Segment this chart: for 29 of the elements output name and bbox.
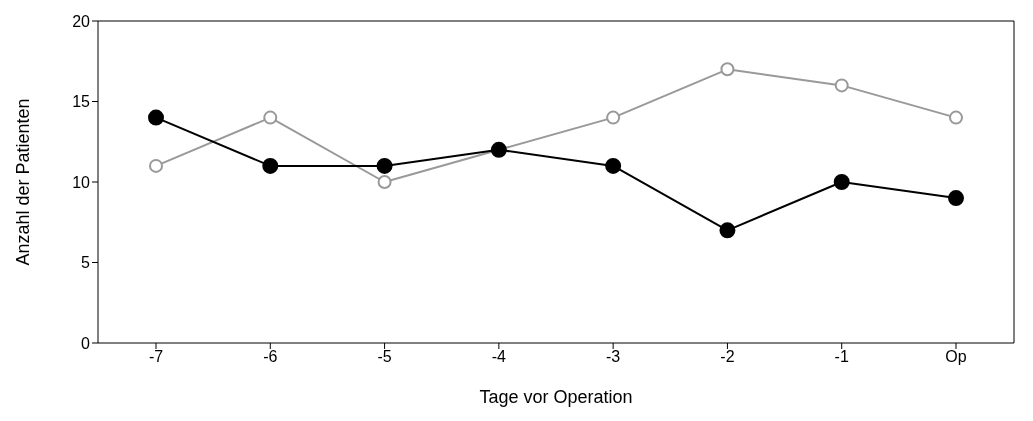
point xyxy=(833,174,850,190)
x-tick-label: -2 xyxy=(720,348,735,366)
point xyxy=(606,110,621,125)
x-tick-label: -7 xyxy=(148,348,164,366)
y-tick-label: 20 xyxy=(72,12,91,30)
x-axis-title: Tage vor Operation xyxy=(479,387,633,407)
point xyxy=(719,222,736,239)
point xyxy=(720,62,735,77)
x-tick-label: -5 xyxy=(377,348,392,366)
point xyxy=(377,175,392,189)
point xyxy=(949,110,963,125)
x-tick-label: -3 xyxy=(606,348,621,366)
point xyxy=(376,157,393,174)
x-tick-label: Op xyxy=(945,348,967,366)
point xyxy=(834,78,849,93)
point xyxy=(262,157,279,174)
x-tick-label: -6 xyxy=(263,348,278,366)
y-axis-title: Anzahl der Patienten xyxy=(13,98,34,266)
y-tick-label: 5 xyxy=(81,254,91,272)
y-tick-label: 0 xyxy=(81,334,91,352)
point xyxy=(149,158,163,173)
point xyxy=(148,109,164,126)
x-tick-label: -1 xyxy=(834,348,849,366)
y-tick-label: 10 xyxy=(72,173,91,191)
point xyxy=(263,110,278,125)
y-tick-label: 15 xyxy=(72,93,91,111)
point xyxy=(605,157,622,174)
point xyxy=(948,190,964,207)
x-tick-label: -4 xyxy=(491,348,507,366)
